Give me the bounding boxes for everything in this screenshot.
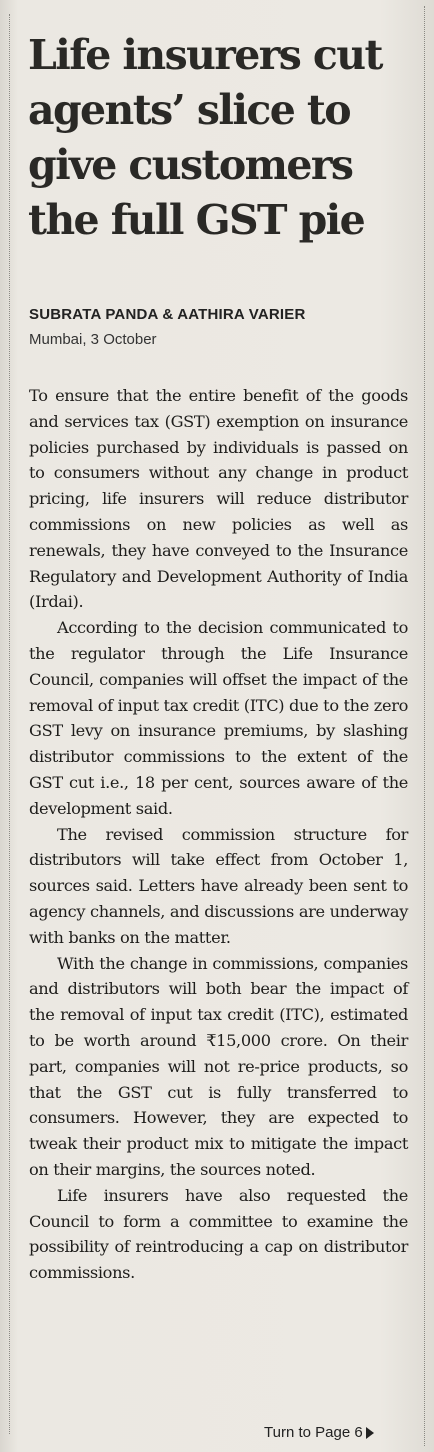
article-paragraph: According to the decision communicated t… [29, 618, 408, 818]
article-paragraph: With the change in commissions, companie… [29, 953, 408, 1179]
article-byline: SUBRATA PANDA & AATHIRA VARIER [29, 306, 306, 323]
right-column-rule [424, 6, 425, 1446]
left-column-rule [9, 14, 10, 1434]
article-body: To ensure that the entire benefit of the… [29, 383, 408, 1286]
article-paragraph: To ensure that the entire benefit of the… [29, 386, 408, 612]
continue-link: Turn to Page 6 [264, 1424, 374, 1441]
article-headline: Life insurers cut agents’ slice to give … [28, 31, 383, 244]
article-paragraph: Life insurers have also requested the Co… [29, 1185, 408, 1283]
article-dateline: Mumbai, 3 October [29, 331, 157, 348]
triangle-right-icon [365, 1426, 374, 1439]
continue-label: Turn to Page 6 [264, 1424, 363, 1441]
article-paragraph: The revised commission structure for dis… [29, 824, 408, 947]
